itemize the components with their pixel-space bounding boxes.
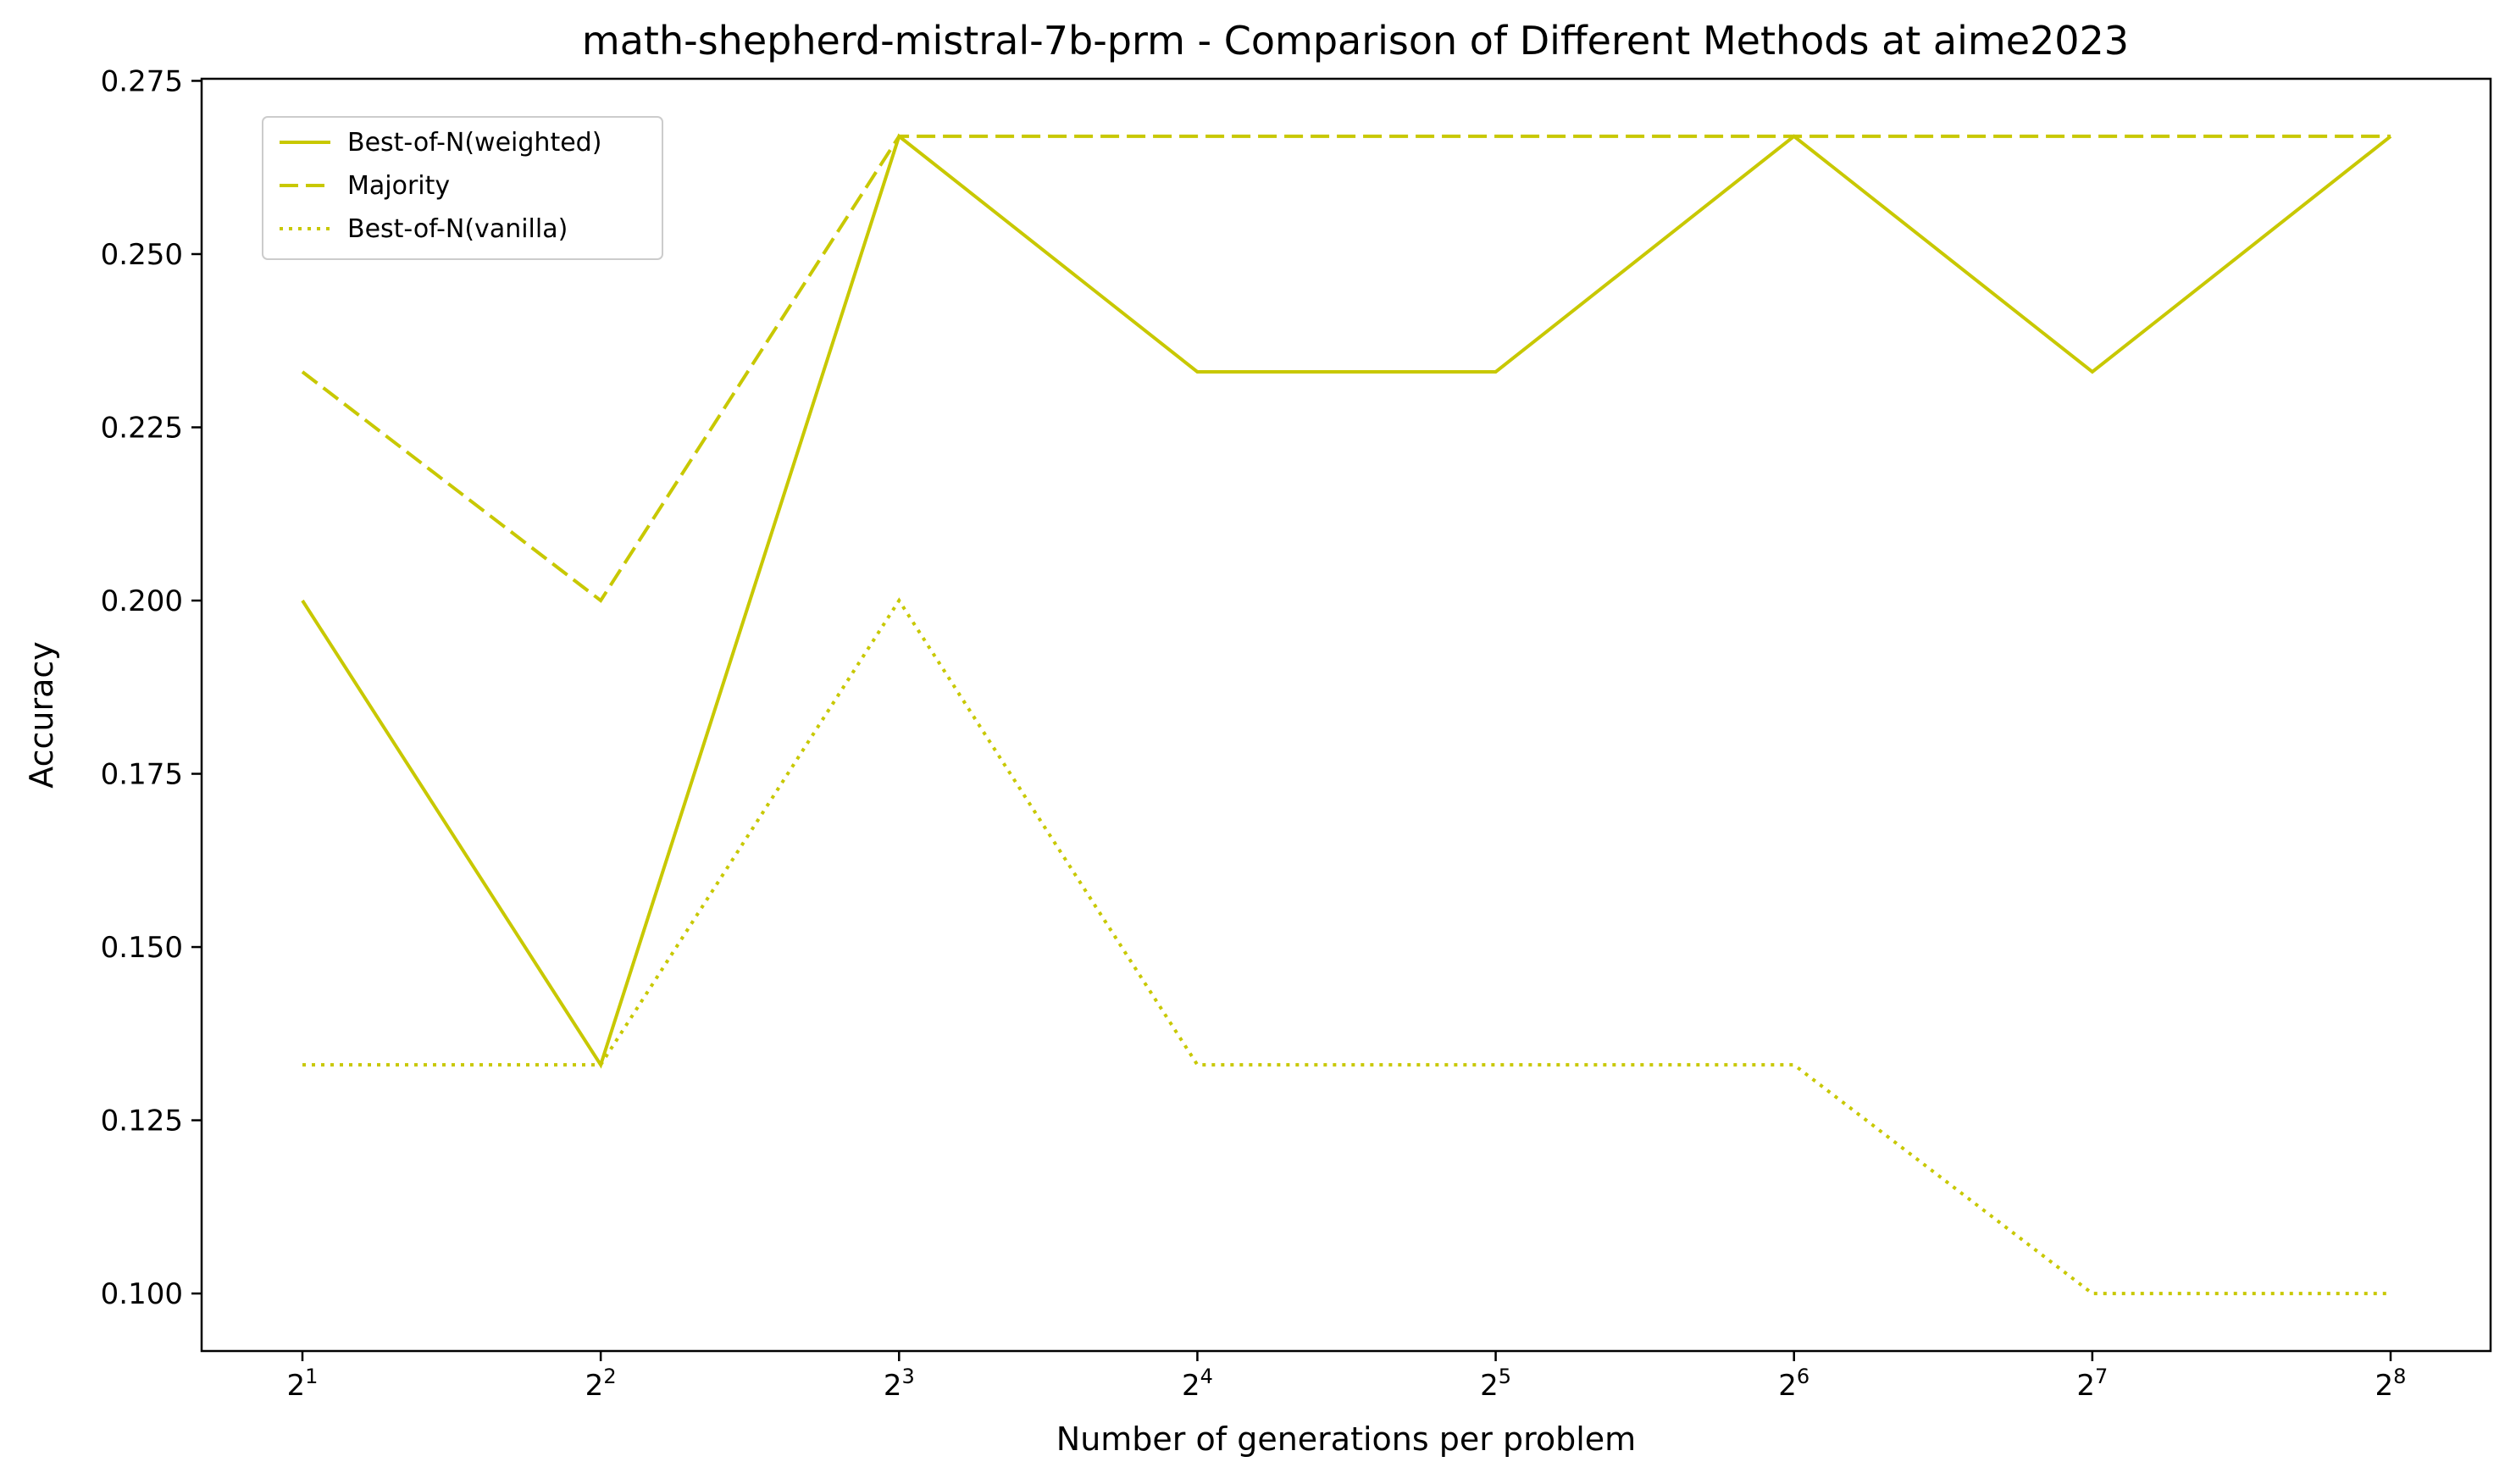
plot-area [301,133,2392,1296]
legend-box [262,116,663,260]
x-tick-label: 25 [1480,1365,1511,1403]
x-tick-exponent: 3 [901,1365,914,1388]
x-tick-base: 2 [585,1369,604,1403]
y-tick-label: 0.150 [101,931,183,965]
x-tick-label: 27 [2076,1365,2108,1403]
x-tick-base: 2 [2076,1369,2095,1403]
x-tick-label: 28 [2375,1365,2407,1403]
x-tick-exponent: 6 [1797,1365,1809,1388]
x-tick-exponent: 8 [2393,1365,2406,1388]
y-tick-label: 0.175 [101,758,183,792]
y-tick-label: 0.275 [101,64,183,98]
axes-frame [200,77,2492,1353]
y-axis-label: Accuracy [23,641,60,789]
y-tick-label: 0.250 [101,238,183,272]
series-line-best-of-n-vanilla [302,597,2391,1296]
legend: Best-of-N(weighted) Majority Best-of-N(van… [262,116,663,260]
x-tick-label: 22 [585,1365,617,1403]
y-axis: 0.100 0.125 0.150 0.175 0.200 0.225 0.250 0.275 [101,64,202,1311]
legend-label: Best-of-N(vanilla) [347,214,568,244]
series-line-best-of-n-weighted [301,133,2392,1069]
y-tick-label: 0.125 [101,1105,183,1138]
x-tick-exponent: 5 [1499,1365,1511,1388]
x-tick-label: 26 [1778,1365,1809,1403]
x-tick-base: 2 [1182,1369,1200,1403]
x-tick-label: 24 [1182,1365,1213,1403]
y-tick-label: 0.225 [101,411,183,445]
series-line-majority [301,134,2391,603]
legend-label: Majority [347,171,450,201]
x-tick-base: 2 [884,1369,902,1403]
x-tick-exponent: 1 [305,1365,318,1388]
y-tick-label: 0.100 [101,1277,183,1311]
chart-title: math-shepherd-mistral-7b-prm - Compariso… [582,18,2129,64]
x-tick-label: 23 [884,1365,915,1403]
x-tick-exponent: 7 [2095,1365,2108,1388]
x-tick-label: 21 [287,1365,319,1403]
x-tick-base: 2 [1778,1369,1797,1403]
x-tick-exponent: 4 [1200,1365,1213,1388]
x-tick-base: 2 [1480,1369,1499,1403]
x-axis-label: Number of generations per problem [1056,1420,1636,1458]
x-axis: 21 22 23 24 25 26 27 28 [287,1351,2407,1403]
y-tick-label: 0.200 [101,584,183,618]
x-tick-base: 2 [287,1369,306,1403]
legend-label: Best-of-N(weighted) [347,128,601,158]
x-tick-base: 2 [2375,1369,2394,1403]
x-tick-exponent: 2 [603,1365,616,1388]
